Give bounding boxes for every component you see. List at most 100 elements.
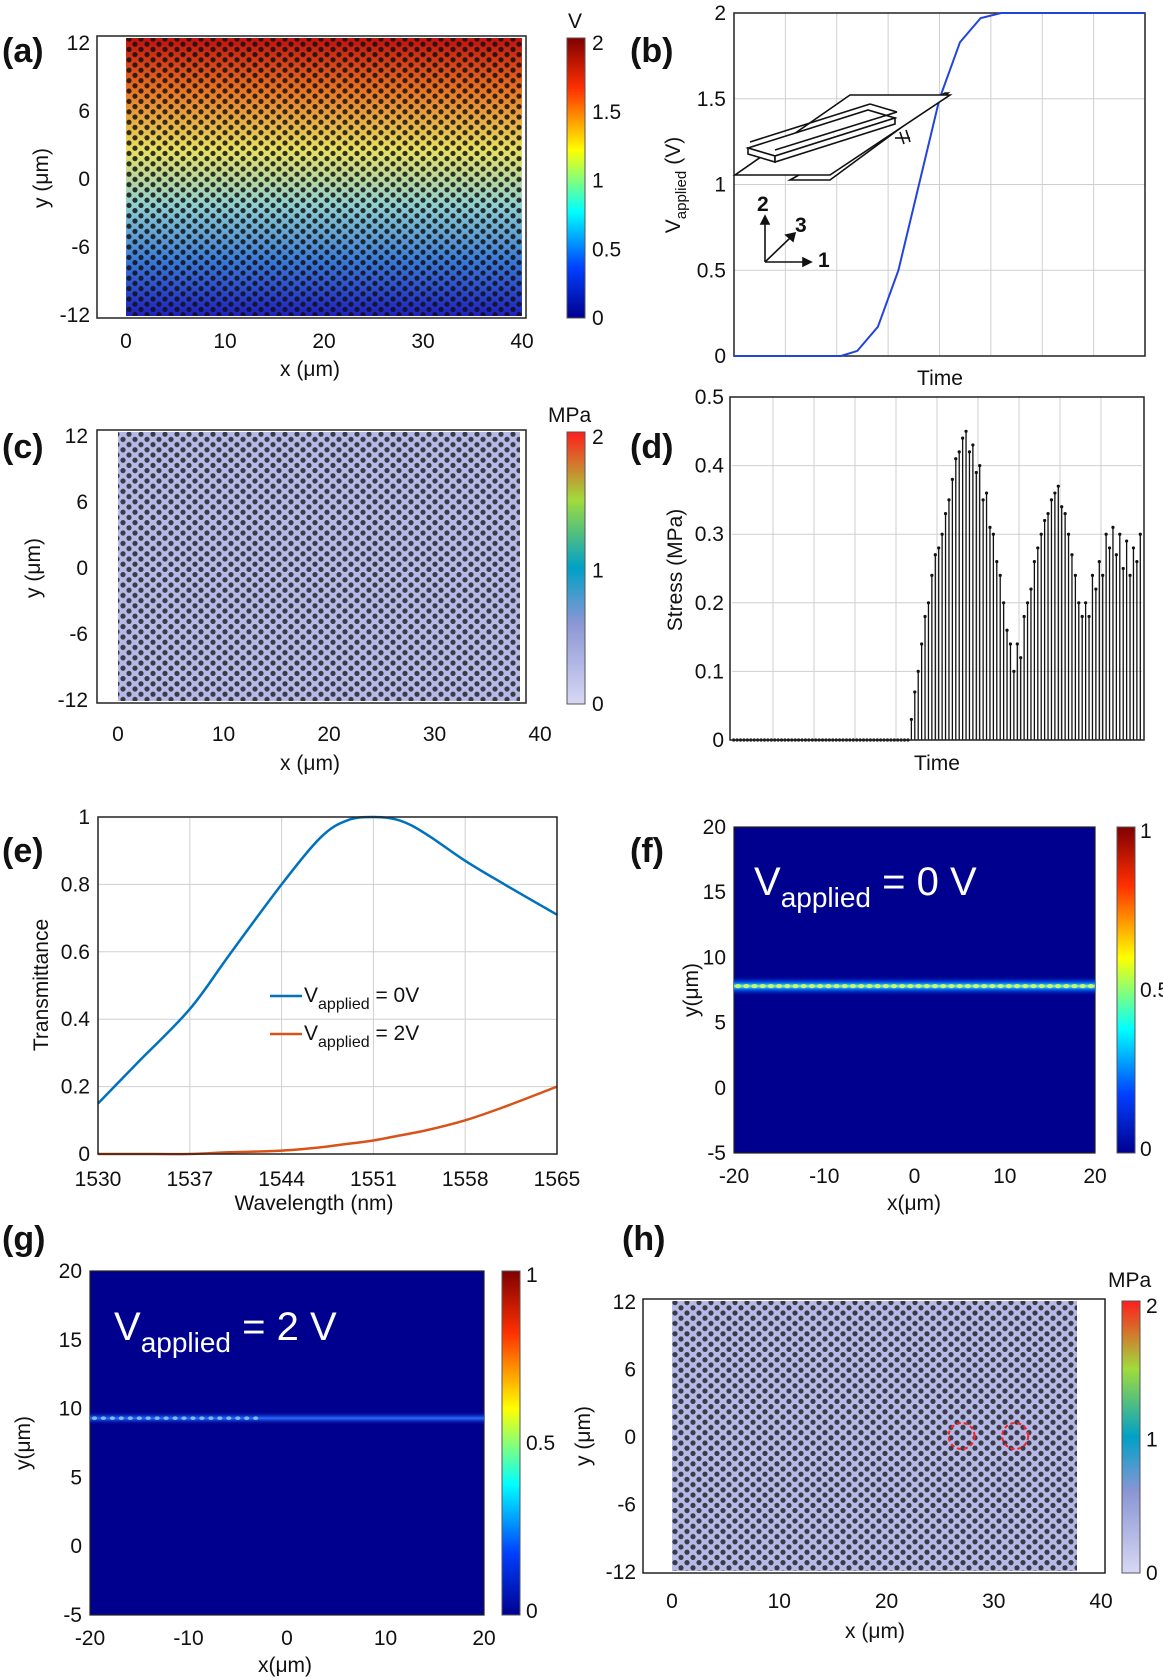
d-bar-top-93	[1049, 498, 1054, 502]
h-xt-4: 40	[1089, 1590, 1112, 1613]
d-bar-top-100	[1073, 573, 1077, 577]
a-yt-0: 12	[67, 32, 90, 55]
panel-a-colorbar	[566, 37, 586, 319]
panel-c-colorbar	[566, 431, 586, 705]
panel-b-ylabel: Vapplied(V)	[662, 137, 690, 233]
g-xt-0: -20	[75, 1627, 105, 1650]
panel-g-field-map	[89, 1270, 485, 1616]
c-yt-3: -6	[69, 623, 88, 646]
d-bar-top-62	[943, 512, 948, 516]
g-yt-1: 15	[59, 1329, 82, 1352]
f-spot-6	[784, 984, 791, 989]
panel-e-series-0v	[97, 815, 558, 1105]
g-spot-12	[199, 1416, 205, 1421]
panel-g-label: (g)	[2, 1220, 45, 1258]
f-spot-34	[1014, 984, 1021, 989]
f-spot-17	[874, 984, 881, 989]
panel-c-xlabel: x (μm)	[280, 752, 340, 775]
f-spot-28	[964, 984, 971, 989]
g-spot-16	[235, 1416, 241, 1421]
panel-e-axes-bg	[98, 817, 557, 1154]
g-spot-9	[172, 1416, 178, 1421]
f-xt-1: -10	[809, 1165, 839, 1188]
panel-a-y-ticks: 12 6 0 -6 -12	[60, 32, 90, 327]
d-bar-top-81	[1008, 642, 1013, 646]
g-spot-11	[190, 1416, 196, 1421]
f-spot-27	[956, 984, 963, 989]
panel-d-axes	[729, 396, 1145, 741]
f-spot-16	[866, 984, 873, 989]
f-spot-30	[981, 984, 988, 989]
panel-c-cbar-ticks: 2 1 0	[592, 426, 604, 716]
d-bar-top-102	[1080, 614, 1084, 619]
g-yt-3: 5	[70, 1466, 82, 1489]
f-spot-41	[1071, 984, 1078, 989]
f-spot-36	[1030, 984, 1037, 989]
panel-g-colorbar	[501, 1270, 521, 1616]
panel-e-label: (e)	[2, 832, 44, 870]
panel-a-cbar-unit: V	[568, 10, 582, 33]
d-bar-top-101	[1077, 601, 1081, 605]
d-yt-0: 0.5	[695, 386, 724, 409]
panel-a-xlabel: x (μm)	[280, 358, 340, 381]
f-yt-0: 20	[703, 816, 726, 839]
g-spot-1	[100, 1416, 106, 1421]
d-bar-top-91	[1043, 518, 1047, 523]
panel-b: (b) 2 1.5 1 0.5 0 Time Vapplied(V)	[630, 2, 1146, 390]
panel-h-cbar-ticks: 2 1 0	[1146, 1295, 1158, 1585]
f-spot-9	[808, 984, 815, 989]
f-spot-24	[932, 984, 938, 989]
b-yt-1: 1.5	[697, 88, 726, 111]
d-bar-top-103	[1084, 601, 1088, 605]
a-xt-4: 40	[510, 330, 533, 353]
panel-b-y-ticks: 2 1.5 1 0.5 0	[697, 2, 726, 368]
f-spot-1	[743, 984, 750, 989]
d-bar-top-116	[1128, 573, 1132, 577]
d-bar-top-71	[974, 470, 978, 475]
f-spot-42	[1079, 984, 1086, 989]
f-spot-10	[817, 984, 824, 989]
d-bar-top-90	[1039, 532, 1043, 536]
panel-c-label: (c)	[2, 428, 44, 466]
a-ct-2: 1	[592, 170, 604, 193]
d-bar-top-61	[940, 532, 944, 536]
e-yt-4: 0.2	[61, 1076, 90, 1099]
panel-b-axes	[733, 12, 1146, 357]
f-ct-2: 0	[1140, 1138, 1152, 1161]
d-bar-top-63	[947, 498, 951, 502]
panel-h-x-ticks: 0 10 20 30 40	[666, 1590, 1113, 1613]
f-spot-25	[940, 984, 947, 989]
panel-e: (e) 1530 1537 1544 1551 1558 1565 1 0.8 0.6 0.4 0…	[2, 806, 580, 1215]
h-defect-0	[947, 1422, 976, 1450]
f-spot-38	[1046, 984, 1053, 989]
d-bar-top-75	[988, 525, 992, 529]
e-yt-1: 0.8	[61, 873, 90, 896]
d-bar-top-83	[1015, 642, 1019, 646]
d-bar-top-57	[926, 601, 931, 605]
d-yt-1: 0.4	[695, 455, 725, 478]
g-spot-18	[253, 1416, 259, 1421]
g-xt-1: -10	[173, 1627, 203, 1650]
panel-h-label: (h)	[622, 1220, 665, 1258]
panel-g-y-ticks: 20 15 10 5 0 -5	[59, 1260, 82, 1627]
f-spot-13	[841, 984, 848, 989]
a-ct-4: 0	[592, 307, 604, 330]
d-bar-top-92	[1046, 512, 1050, 516]
panel-e-grid	[98, 817, 557, 1154]
g-spot-7	[154, 1416, 160, 1421]
d-bar-top-53	[913, 690, 917, 694]
panel-d: (d) 0.5 0.4 0.3 0.2 0.1 0 Time Stress (MPa)	[630, 386, 1145, 775]
d-bar-top-107	[1097, 560, 1101, 564]
h-ct-0: 2	[1146, 1295, 1158, 1318]
c-yt-1: 6	[76, 491, 88, 514]
panel-b-voltage-ramp	[734, 12, 1145, 357]
a-ct-3: 0.5	[592, 238, 621, 261]
d-yt-5: 0	[712, 729, 724, 752]
panel-e-legend-label-1: Vapplied = 2V	[304, 1022, 419, 1051]
c-yt-4: -12	[58, 689, 88, 712]
panel-g-x-ticks: -20 -10 0 10 20	[75, 1627, 496, 1650]
panel-h-ylabel: y (μm)	[572, 1406, 595, 1466]
g-spot-17	[244, 1416, 250, 1421]
panel-f-colorbar	[1116, 826, 1136, 1154]
